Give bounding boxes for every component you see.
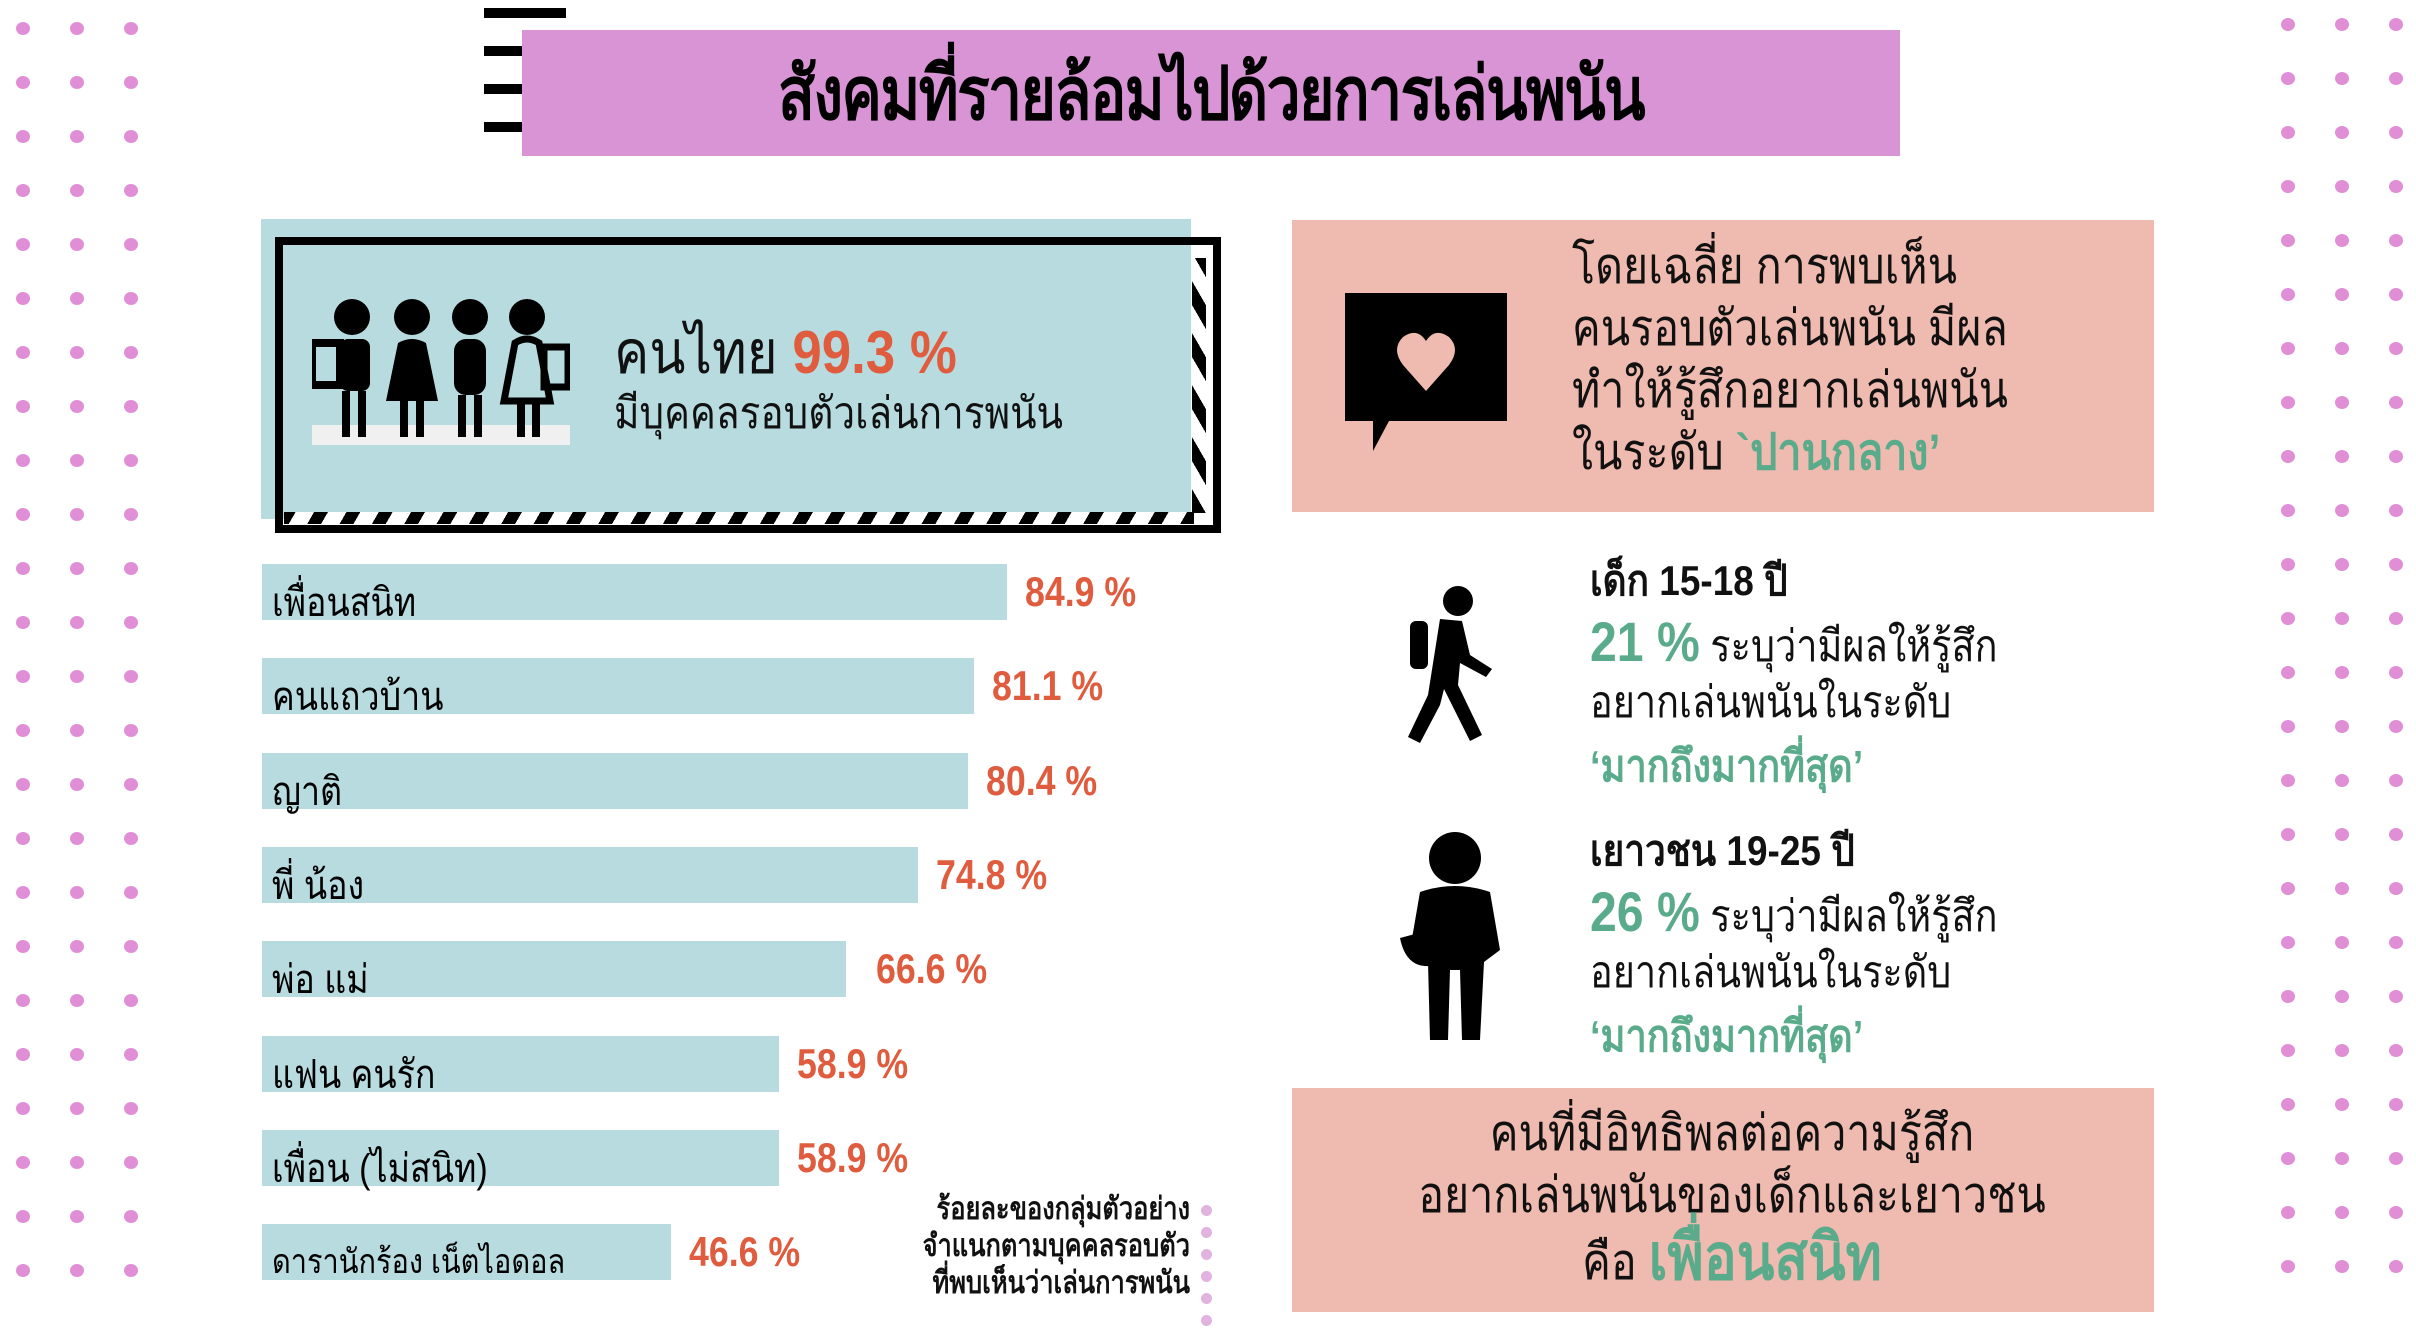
age-group-level: ‘มากถึงมากที่สุด’ (1590, 1012, 1864, 1061)
bar-value: 81.1 % (992, 662, 1104, 710)
hero-headline: คนไทย 99.3 % (614, 305, 957, 400)
age-group-text: ระบุว่ามีผลให้รู้สึก (1710, 622, 1998, 671)
bar-label: พ่อ แม่ (272, 958, 369, 1003)
footnote-line: จำแนกตามบุคคลรอบตัว (922, 1228, 1190, 1263)
age-group-19-25: เยาวชน 19-25 ปี 26 % ระบุว่ามีผลให้รู้สึ… (1590, 818, 2064, 1071)
bar-label: ญาติ (272, 769, 343, 814)
dot-pattern-right (2281, 18, 2416, 1273)
hero-percent: 99.3 % (792, 319, 957, 386)
dot-pattern-left (16, 22, 178, 1277)
average-effect-text: โดยเฉลี่ย การพบเห็น คนรอบตัวเล่นพนัน มีผ… (1572, 235, 2079, 483)
average-level-prefix: ในระดับ (1572, 424, 1724, 480)
bar-label: คนแถวบ้าน (272, 675, 444, 720)
hero-stripe-bottom (284, 512, 1194, 524)
walking-person-icon (1408, 586, 1492, 743)
footnote-line: ร้อยละของกลุ่มตัวอย่าง (936, 1191, 1190, 1226)
average-line: คนรอบตัวเล่นพนัน มีผล (1572, 300, 2008, 356)
average-line: โดยเฉลี่ย การพบเห็น (1572, 238, 1958, 294)
bar-value: 46.6 % (689, 1228, 801, 1276)
bar (262, 564, 1007, 620)
bar-value: 74.8 % (936, 850, 1048, 898)
age-group-text: อยากเล่นพนันในระดับ (1590, 948, 1952, 997)
bar-label: เพื่อนสนิท (272, 581, 417, 625)
hero-subtitle: มีบุคคลรอบตัวเล่นการพนัน (614, 389, 1064, 438)
bar (262, 1035, 779, 1092)
bar-value: 58.9 % (797, 1133, 909, 1181)
bar-label: ดารานักร้อง เน็ตไอดอล (272, 1243, 566, 1282)
bar-value: 84.9 % (1025, 568, 1137, 615)
bar-label: เพื่อน (ไม่สนิท) (272, 1146, 488, 1191)
age-group-level: ‘มากถึงมากที่สุด’ (1590, 742, 1864, 791)
heart-chat-icon (1345, 293, 1507, 451)
bar-label: แฟน คนรัก (272, 1052, 436, 1097)
vertical-dot-divider (1201, 1205, 1212, 1337)
hero-stripe-right (1192, 258, 1206, 513)
average-level: `ปานกลาง’ (1735, 424, 1941, 480)
chart-footnote: ร้อยละของกลุ่มตัวอย่าง จำแนกตามบุคคลรอบต… (860, 1190, 1190, 1301)
average-line: ทำให้รู้สึกอยากเล่นพนัน (1572, 362, 2008, 418)
age-group-15-18: เด็ก 15-18 ปี 21 % ระบุว่ามีผลให้รู้สึก … (1590, 548, 2064, 801)
bar-value: 66.6 % (876, 945, 988, 993)
bar (262, 846, 918, 903)
bar (262, 658, 974, 715)
age-group-text: อยากเล่นพนันในระดับ (1590, 678, 1952, 727)
age-group-title: เด็ก 15-18 ปี (1590, 557, 1788, 604)
conclusion-line: คนที่มีอิทธิพลต่อความรู้สึก (1489, 1105, 1975, 1161)
conclusion-answer: เพื่อนสนิท (1648, 1221, 1882, 1293)
footnote-line: ที่พบเห็นว่าเล่นการพนัน (932, 1265, 1190, 1300)
age-group-text: ระบุว่ามีผลให้รู้สึก (1710, 892, 1998, 941)
bar-value: 58.9 % (797, 1039, 909, 1087)
page-title: สังคมที่รายล้อมไปด้วยการเล่นพนัน (778, 52, 1646, 135)
hero-card-frame (275, 237, 1221, 533)
conclusion-text: คนที่มีอิทธิพลต่อความรู้สึก อยากเล่นพนัน… (1292, 1102, 2172, 1293)
hero-prefix: คนไทย (614, 319, 778, 386)
age-group-percent: 26 % (1590, 880, 1700, 943)
conclusion-prefix: คือ (1582, 1234, 1637, 1290)
bar-value: 80.4 % (986, 756, 1098, 804)
bar-label: พี่ น้อง (272, 863, 365, 908)
age-group-percent: 21 % (1590, 610, 1700, 673)
student-person-icon (1400, 832, 1500, 1040)
bar (262, 1224, 671, 1281)
conclusion-line: อยากเล่นพนันของเด็กและเยาวชน (1418, 1167, 2046, 1223)
page-title-banner: สังคมที่รายล้อมไปด้วยการเล่นพนัน (522, 30, 1900, 156)
bar (262, 1129, 779, 1186)
age-group-title: เยาวชน 19-25 ปี (1590, 827, 1855, 874)
bar (262, 752, 968, 809)
conclusion-panel (1292, 1088, 2154, 1312)
bar (262, 941, 846, 998)
people-group-icon (312, 299, 570, 445)
